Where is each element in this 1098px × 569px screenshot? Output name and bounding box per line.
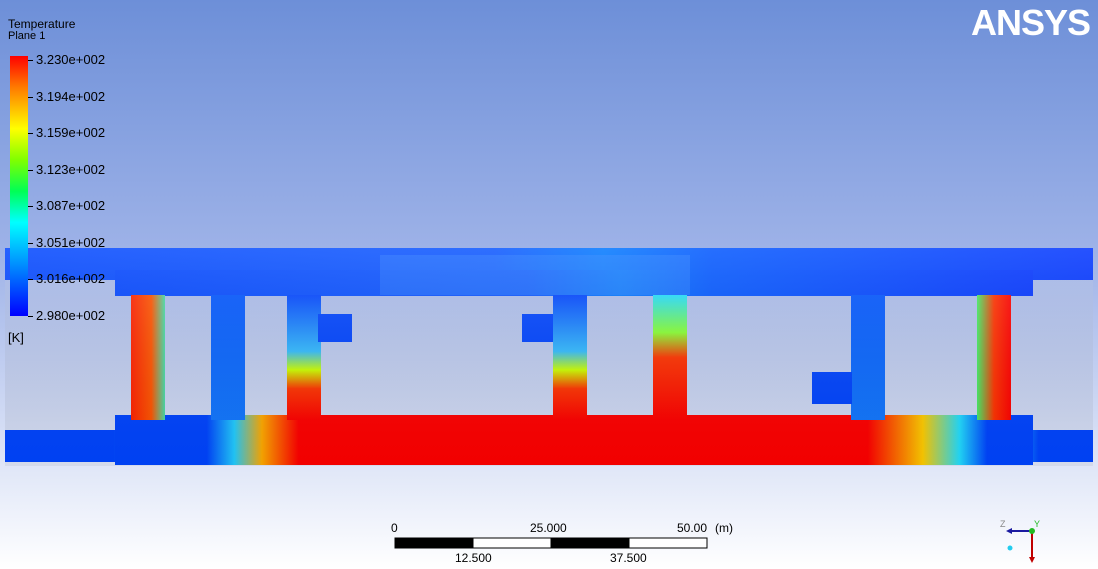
axis-z-label: Z (1000, 519, 1006, 529)
legend-tick-label: 3.087e+002 (36, 198, 106, 213)
axis-y-label: Y (1034, 519, 1040, 529)
legend-tick (28, 316, 33, 317)
scale-label-50: 50.00 (677, 521, 708, 535)
color-bar (10, 56, 28, 316)
column-4 (553, 295, 587, 420)
ansys-logo: ANSYS (970, 2, 1091, 43)
legend-tick (28, 206, 33, 207)
legend-tick (28, 170, 33, 171)
column-5 (653, 295, 687, 420)
column-3-stub (318, 314, 352, 342)
scale-label-37-5: 37.500 (610, 551, 647, 565)
column-7 (977, 295, 1011, 420)
scale-label-25: 25.000 (530, 521, 567, 535)
scale-unit: (m) (715, 521, 733, 535)
legend-tick-label: 3.051e+002 (36, 235, 106, 250)
column-1 (131, 295, 165, 420)
scale-bar (394, 537, 708, 549)
scale-label-12-5: 12.500 (455, 551, 492, 565)
axis-triad[interactable]: Z Y (1000, 515, 1050, 565)
legend-tick (28, 243, 33, 244)
bottom-manifold (115, 415, 1033, 465)
legend-tick-label: 2.980e+002 (36, 308, 106, 323)
legend-tick-label: 3.016e+002 (36, 271, 106, 286)
legend-tick (28, 97, 33, 98)
legend-title: Temperature (8, 17, 76, 31)
legend-tick (28, 60, 33, 61)
legend-tick-label: 3.230e+002 (36, 52, 106, 67)
column-2 (211, 295, 245, 420)
legend-tick-label: 3.194e+002 (36, 89, 106, 104)
column-4-stub (522, 314, 556, 342)
legend-unit: [K] (8, 330, 24, 345)
legend-tick (28, 279, 33, 280)
column-6-stub (812, 372, 852, 404)
legend-subtitle: Plane 1 (8, 30, 46, 42)
legend-tick (28, 133, 33, 134)
legend-tick-label: 3.123e+002 (36, 162, 106, 177)
column-6 (851, 295, 885, 420)
column-3 (287, 295, 321, 420)
scale-label-0: 0 (391, 521, 398, 535)
legend-tick-label: 3.159e+002 (36, 125, 106, 140)
